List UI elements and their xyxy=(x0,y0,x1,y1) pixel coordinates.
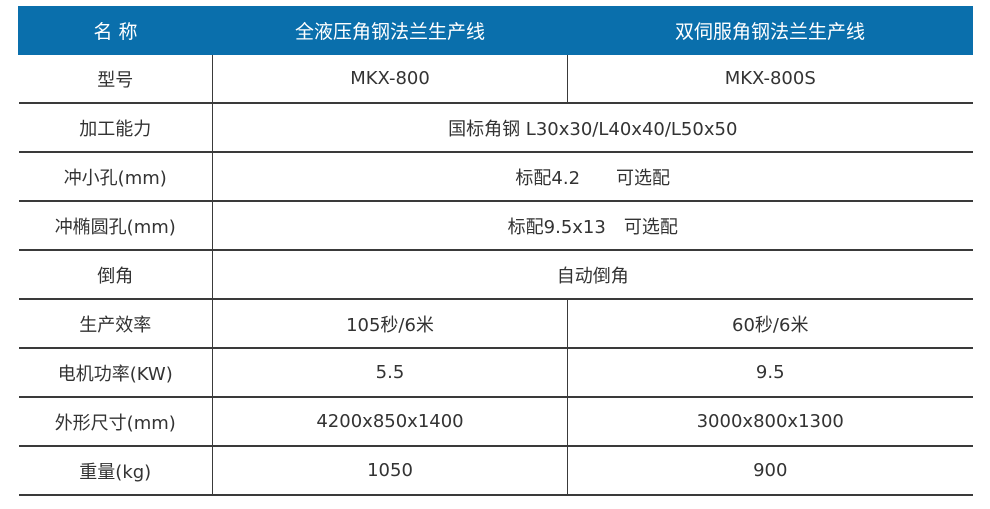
header-row: 名 称 全液压角钢法兰生产线 双伺服角钢法兰生产线 xyxy=(18,6,973,55)
table-row: 加工能力 国标角钢 L30x30/L40x40/L50x50 xyxy=(18,102,973,153)
table-row: 倒角 自动倒角 xyxy=(18,249,973,300)
row-value-col2: 9.5 xyxy=(567,347,973,398)
table-row: 型号 MKX-800 MKX-800S xyxy=(18,54,973,104)
row-value-col2: 900 xyxy=(567,445,973,496)
row-label: 冲小孔(mm) xyxy=(18,151,213,202)
row-label: 外形尺寸(mm) xyxy=(18,396,213,447)
row-value-col1: MKX-800 xyxy=(212,54,568,104)
row-value: 标配4.2 可选配 xyxy=(212,151,973,202)
row-value-col2: 60秒/6米 xyxy=(567,298,973,349)
table-row: 电机功率(KW) 5.5 9.5 xyxy=(18,347,973,398)
row-label: 加工能力 xyxy=(18,102,213,153)
header-col2: 双伺服角钢法兰生产线 xyxy=(567,6,973,55)
row-label: 型号 xyxy=(18,54,213,104)
row-label: 重量(kg) xyxy=(18,445,213,496)
table-row: 外形尺寸(mm) 4200x850x1400 3000x800x1300 xyxy=(18,396,973,447)
row-value-col1: 4200x850x1400 xyxy=(212,396,568,447)
row-value: 自动倒角 xyxy=(212,249,973,300)
row-label: 生产效率 xyxy=(18,298,213,349)
table-row: 冲小孔(mm) 标配4.2 可选配 xyxy=(18,151,973,202)
row-value-col2: MKX-800S xyxy=(567,54,973,104)
row-value: 国标角钢 L30x30/L40x40/L50x50 xyxy=(212,102,973,153)
row-value-col1: 1050 xyxy=(212,445,568,496)
header-name: 名 称 xyxy=(18,6,213,55)
row-value: 标配9.5x13 可选配 xyxy=(212,200,973,251)
table-row: 冲椭圆孔(mm) 标配9.5x13 可选配 xyxy=(18,200,973,251)
spec-table: 名 称 全液压角钢法兰生产线 双伺服角钢法兰生产线 型号 MKX-800 MKX-8… xyxy=(18,6,973,496)
row-value-col1: 105秒/6米 xyxy=(212,298,568,349)
table-row: 重量(kg) 1050 900 xyxy=(18,445,973,496)
row-label: 冲椭圆孔(mm) xyxy=(18,200,213,251)
row-label: 电机功率(KW) xyxy=(18,347,213,398)
row-value-col2: 3000x800x1300 xyxy=(567,396,973,447)
row-value-col1: 5.5 xyxy=(212,347,568,398)
row-label: 倒角 xyxy=(18,249,213,300)
header-col1: 全液压角钢法兰生产线 xyxy=(212,6,568,55)
table-row: 生产效率 105秒/6米 60秒/6米 xyxy=(18,298,973,349)
